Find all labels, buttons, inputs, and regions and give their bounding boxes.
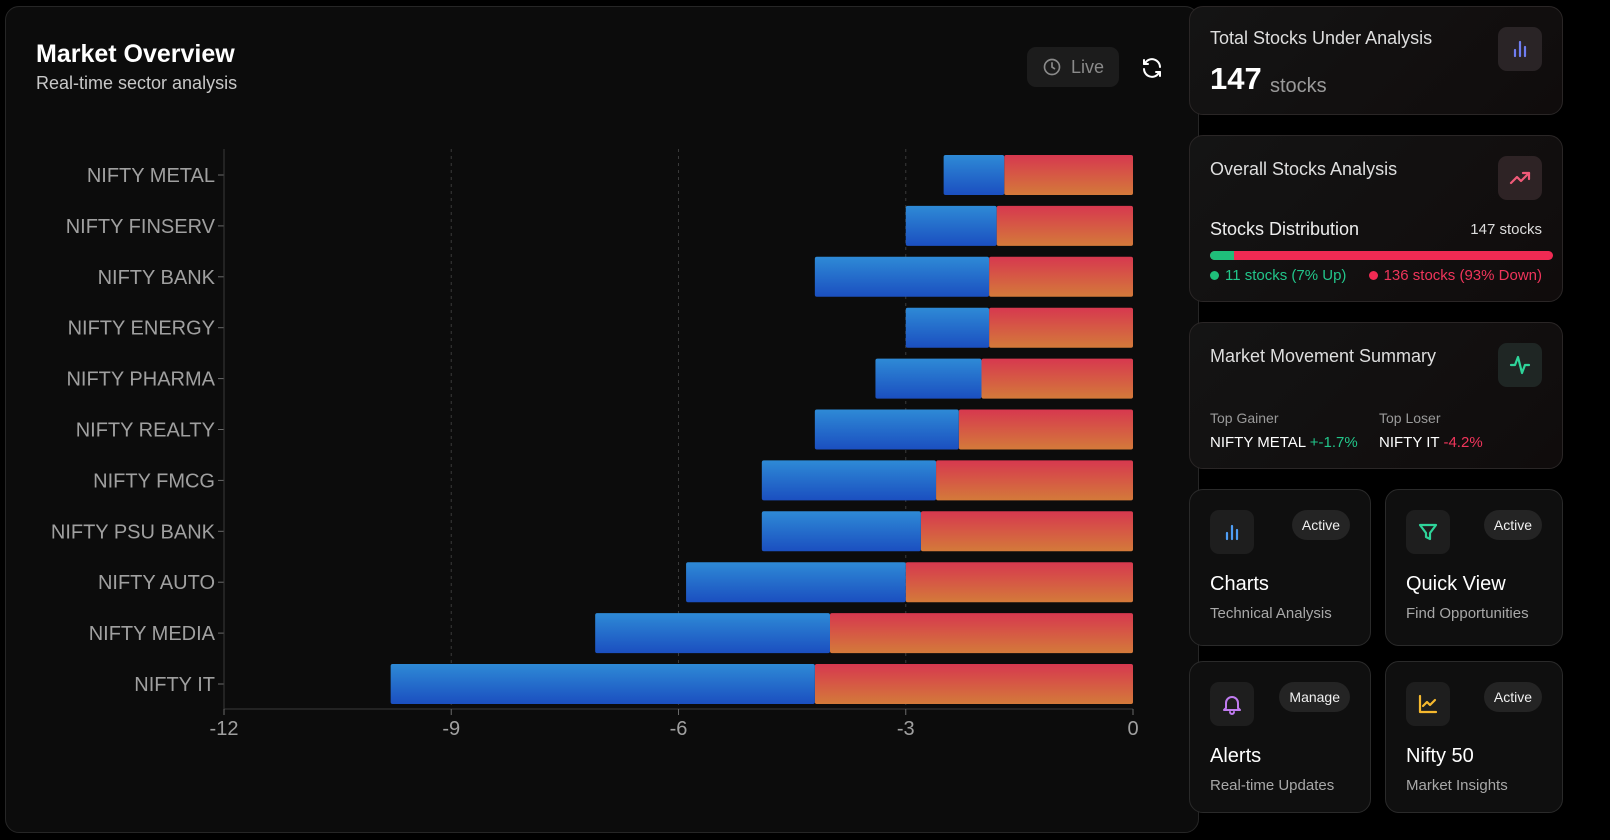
bar-segment-red (936, 460, 1133, 501)
market-overview-panel: Market Overview Real-time sector analysi… (5, 6, 1199, 833)
bar-segment-red (920, 511, 1133, 552)
bar-segment-red (830, 613, 1133, 654)
category-label: NIFTY REALTY (76, 420, 215, 442)
category-label: NIFTY PSU BANK (51, 521, 216, 543)
stocks-down-text: 136 stocks (93% Down) (1383, 267, 1542, 284)
market-movement-card: Market Movement Summary Top Gainer NIFTY… (1189, 322, 1563, 469)
nifty50-title: Nifty 50 (1406, 745, 1474, 767)
total-stocks-card: Total Stocks Under Analysis 147 stocks (1189, 6, 1563, 115)
category-label: NIFTY FINSERV (66, 216, 216, 238)
category-label: NIFTY BANK (98, 267, 216, 289)
stocks-up-legend: 11 stocks (7% Up) (1210, 267, 1346, 284)
alerts-badge[interactable]: Manage (1279, 682, 1350, 712)
market-movement-title: Market Movement Summary (1210, 346, 1437, 366)
top-loser-value: NIFTY IT -4.2% (1379, 434, 1483, 451)
bar-segment-blue (814, 256, 990, 297)
charts-tile[interactable]: Active Charts Technical Analysis (1189, 489, 1371, 646)
live-button[interactable]: Live (1027, 47, 1119, 87)
x-tick-label: 0 (1127, 718, 1138, 740)
x-tick-label: -3 (897, 718, 915, 740)
quick-view-subtitle: Find Opportunities (1406, 605, 1529, 622)
bar-segment-blue (814, 409, 959, 450)
x-tick-label: -9 (442, 718, 460, 740)
top-gainer-name: NIFTY METAL (1210, 434, 1306, 451)
alerts-tile[interactable]: Manage Alerts Real-time Updates (1189, 661, 1371, 813)
down-dot-icon (1368, 271, 1378, 280)
bar-segment-blue (905, 205, 997, 246)
bar-segment-red (905, 562, 1133, 603)
page-title: Market Overview (36, 40, 235, 68)
category-label: NIFTY METAL (87, 165, 215, 187)
stocks-down-legend: 136 stocks (93% Down) (1368, 267, 1542, 284)
filter-icon (1406, 510, 1450, 554)
refresh-icon (1140, 56, 1164, 85)
bar-segment-red (989, 256, 1133, 297)
quick-view-tile[interactable]: Active Quick View Find Opportunities (1385, 489, 1563, 646)
trending-up-icon (1498, 156, 1542, 200)
bar-segment-blue (595, 613, 830, 654)
total-stocks-title: Total Stocks Under Analysis (1210, 28, 1433, 48)
overall-stocks-title: Overall Stocks Analysis (1210, 159, 1398, 179)
nifty50-badge[interactable]: Active (1483, 682, 1542, 712)
top-loser-change: -4.2% (1443, 434, 1483, 451)
charts-badge[interactable]: Active (1291, 510, 1350, 540)
top-gainer-label: Top Gainer (1210, 410, 1279, 426)
bar-segment-blue (905, 307, 990, 348)
alerts-title: Alerts (1210, 745, 1262, 767)
page-subtitle: Real-time sector analysis (36, 73, 238, 93)
line-chart-icon (1406, 682, 1450, 726)
live-label: Live (1070, 56, 1105, 77)
bar-segment-blue (943, 155, 1005, 195)
category-label: NIFTY IT (134, 674, 215, 696)
category-label: NIFTY PHARMA (66, 369, 215, 391)
x-tick-label: -6 (670, 718, 688, 740)
bar-chart-icon (1498, 27, 1542, 71)
bar-chart-icon (1210, 510, 1254, 554)
up-dot-icon (1210, 271, 1219, 280)
bar-segment-blue (875, 358, 982, 399)
charts-title: Charts (1210, 573, 1269, 595)
clock-icon (1042, 57, 1062, 77)
quick-view-badge[interactable]: Active (1483, 510, 1542, 540)
bar-segment-blue (761, 460, 937, 501)
charts-subtitle: Technical Analysis (1210, 605, 1332, 622)
quick-view-title: Quick View (1406, 573, 1506, 595)
alerts-subtitle: Real-time Updates (1210, 777, 1335, 794)
bar-segment-red (1004, 155, 1133, 195)
bell-icon (1210, 682, 1254, 726)
x-tick-label: -12 (210, 718, 239, 740)
bar-segment-red (958, 409, 1133, 450)
top-gainer-value: NIFTY METAL +-1.7% (1210, 434, 1358, 451)
stocks-distribution-label: Stocks Distribution (1210, 219, 1360, 239)
stocks-distribution-count: 147 stocks (1470, 221, 1542, 238)
top-loser-name: NIFTY IT (1379, 434, 1440, 451)
bar-segment-red (981, 358, 1133, 399)
activity-icon (1498, 343, 1542, 387)
top-gainer-change: +-1.7% (1309, 434, 1358, 451)
top-loser-label: Top Loser (1379, 410, 1441, 426)
category-label: NIFTY ENERGY (68, 318, 215, 340)
stocks-up-text: 11 stocks (7% Up) (1225, 267, 1347, 284)
bar-segment-red (814, 664, 1133, 704)
category-label: NIFTY FMCG (93, 470, 215, 492)
bar-segment-blue (761, 511, 921, 552)
refresh-button[interactable] (1140, 56, 1164, 80)
bar-segment-red (996, 205, 1133, 246)
bar-segment-blue (390, 664, 815, 704)
overall-stocks-card: Overall Stocks Analysis Stocks Distribut… (1189, 135, 1563, 302)
category-label: NIFTY MEDIA (89, 623, 216, 645)
nifty50-tile[interactable]: Active Nifty 50 Market Insights (1385, 661, 1563, 813)
total-stocks-unit: stocks (1270, 75, 1327, 97)
sector-bar-chart: NIFTY METAL NIFTY FINSERV NIFTY BANK NIFTY … (51, 149, 1139, 740)
bar-segment-red (989, 307, 1133, 348)
total-stocks-count: 147 (1210, 61, 1262, 96)
distribution-bar-up (1210, 251, 1234, 260)
category-label: NIFTY AUTO (98, 572, 215, 594)
nifty50-subtitle: Market Insights (1406, 777, 1508, 794)
distribution-bar (1210, 251, 1553, 260)
bar-segment-blue (686, 562, 906, 603)
